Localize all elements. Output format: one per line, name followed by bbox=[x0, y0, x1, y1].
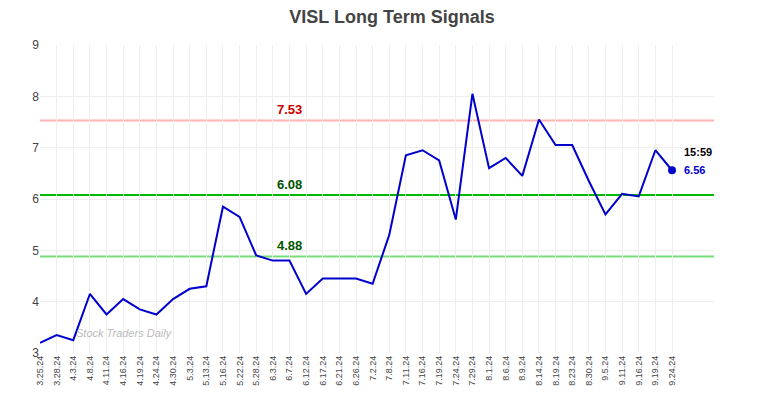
svg-text:5.16.24: 5.16.24 bbox=[218, 356, 228, 386]
svg-text:5.22.24: 5.22.24 bbox=[235, 356, 245, 386]
svg-text:6.12.24: 6.12.24 bbox=[301, 356, 311, 386]
svg-text:7.16.24: 7.16.24 bbox=[417, 356, 427, 386]
svg-text:4.8.24: 4.8.24 bbox=[85, 356, 95, 381]
svg-text:7.8.24: 7.8.24 bbox=[384, 356, 394, 381]
svg-text:7.24.24: 7.24.24 bbox=[451, 356, 461, 386]
svg-text:9: 9 bbox=[32, 38, 39, 52]
svg-text:7.29.24: 7.29.24 bbox=[467, 356, 477, 386]
svg-text:8.9.24: 8.9.24 bbox=[517, 356, 527, 381]
svg-text:8.14.24: 8.14.24 bbox=[534, 356, 544, 386]
svg-text:6.3.24: 6.3.24 bbox=[268, 356, 278, 381]
svg-text:6.08: 6.08 bbox=[277, 177, 302, 192]
svg-text:7.53: 7.53 bbox=[277, 102, 302, 117]
svg-text:5.28.24: 5.28.24 bbox=[251, 356, 261, 386]
svg-text:VISL Long Term Signals: VISL Long Term Signals bbox=[289, 7, 494, 27]
svg-text:8.1.24: 8.1.24 bbox=[484, 356, 494, 381]
svg-text:Stock Traders Daily: Stock Traders Daily bbox=[76, 327, 173, 339]
svg-text:8.30.24: 8.30.24 bbox=[584, 356, 594, 386]
svg-text:7.2.24: 7.2.24 bbox=[368, 356, 378, 381]
svg-text:9.16.24: 9.16.24 bbox=[634, 356, 644, 386]
svg-text:8.23.24: 8.23.24 bbox=[567, 356, 577, 386]
svg-text:9.24.24: 9.24.24 bbox=[667, 356, 677, 386]
svg-text:15:59: 15:59 bbox=[684, 146, 712, 158]
svg-text:9.19.24: 9.19.24 bbox=[650, 356, 660, 386]
svg-text:8.6.24: 8.6.24 bbox=[501, 356, 511, 381]
svg-text:7: 7 bbox=[32, 141, 39, 155]
svg-text:9.11.24: 9.11.24 bbox=[617, 356, 627, 385]
svg-text:3.25.24: 3.25.24 bbox=[35, 356, 45, 386]
svg-text:5: 5 bbox=[32, 244, 39, 258]
svg-text:4.30.24: 4.30.24 bbox=[168, 356, 178, 386]
svg-text:4.24.24: 4.24.24 bbox=[151, 356, 161, 386]
svg-text:9.5.24: 9.5.24 bbox=[600, 356, 610, 381]
svg-text:4: 4 bbox=[32, 295, 39, 309]
svg-text:8.19.24: 8.19.24 bbox=[551, 356, 561, 386]
svg-text:7.19.24: 7.19.24 bbox=[434, 356, 444, 386]
svg-text:4.88: 4.88 bbox=[277, 238, 302, 253]
svg-text:6.26.24: 6.26.24 bbox=[351, 356, 361, 386]
svg-text:4.19.24: 4.19.24 bbox=[135, 356, 145, 386]
svg-text:5.13.24: 5.13.24 bbox=[201, 356, 211, 386]
svg-text:8: 8 bbox=[32, 90, 39, 104]
svg-text:6.17.24: 6.17.24 bbox=[318, 356, 328, 386]
svg-text:4.11.24: 4.11.24 bbox=[101, 356, 111, 385]
svg-text:5.3.24: 5.3.24 bbox=[185, 356, 195, 381]
svg-text:4.3.24: 4.3.24 bbox=[68, 356, 78, 381]
svg-text:6.7.24: 6.7.24 bbox=[284, 356, 294, 381]
svg-text:6.21.24: 6.21.24 bbox=[334, 356, 344, 386]
svg-text:6.56: 6.56 bbox=[684, 164, 705, 176]
svg-text:6: 6 bbox=[32, 192, 39, 206]
svg-text:4.16.24: 4.16.24 bbox=[118, 356, 128, 386]
svg-text:7.11.24: 7.11.24 bbox=[401, 356, 411, 385]
svg-text:3: 3 bbox=[32, 346, 39, 360]
svg-text:3.28.24: 3.28.24 bbox=[52, 356, 62, 386]
